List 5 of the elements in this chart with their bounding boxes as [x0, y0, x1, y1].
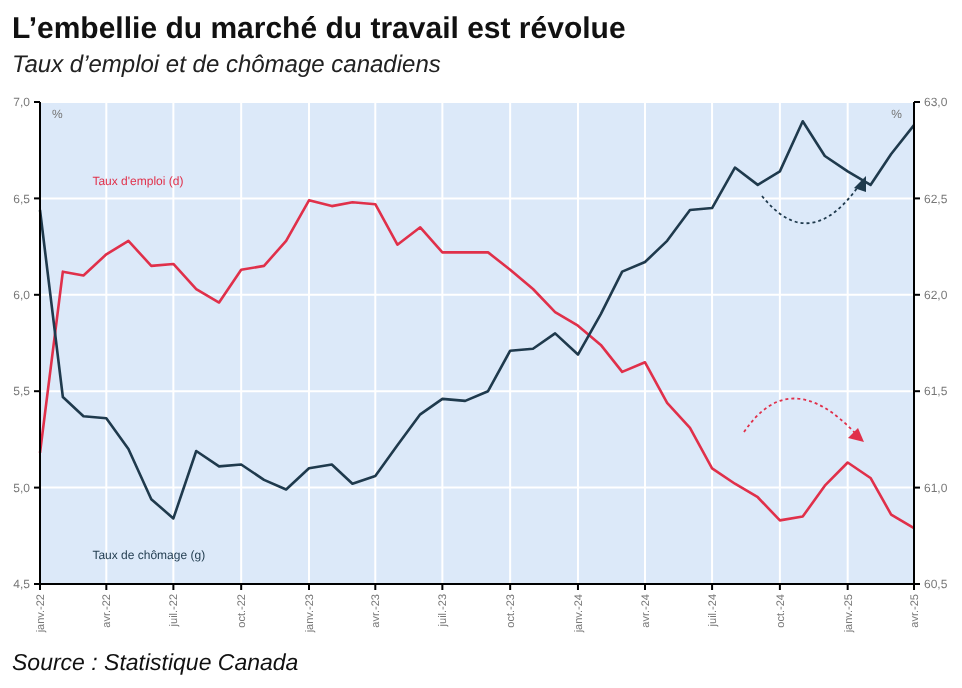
chart-title: L’embellie du marché du travail est révolue	[12, 12, 626, 46]
line-series	[38, 119, 916, 520]
source-note: Source : Statistique Canada	[12, 652, 299, 676]
line-series	[38, 199, 916, 530]
chart-subtitle: Taux d’emploi et de chômage canadiens	[12, 50, 441, 78]
